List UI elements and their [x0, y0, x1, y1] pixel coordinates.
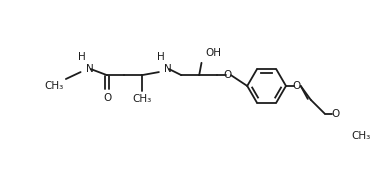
- Text: CH₃: CH₃: [351, 131, 370, 141]
- Text: O: O: [103, 93, 112, 103]
- Text: H: H: [78, 52, 86, 62]
- Text: CH₃: CH₃: [44, 81, 64, 91]
- Text: O: O: [331, 109, 340, 119]
- Text: O: O: [224, 70, 232, 80]
- Text: N: N: [164, 64, 172, 74]
- Text: CH₃: CH₃: [132, 94, 151, 104]
- Text: H: H: [157, 52, 164, 62]
- Text: O: O: [293, 81, 301, 91]
- Text: N: N: [86, 64, 94, 74]
- Text: OH: OH: [205, 48, 221, 58]
